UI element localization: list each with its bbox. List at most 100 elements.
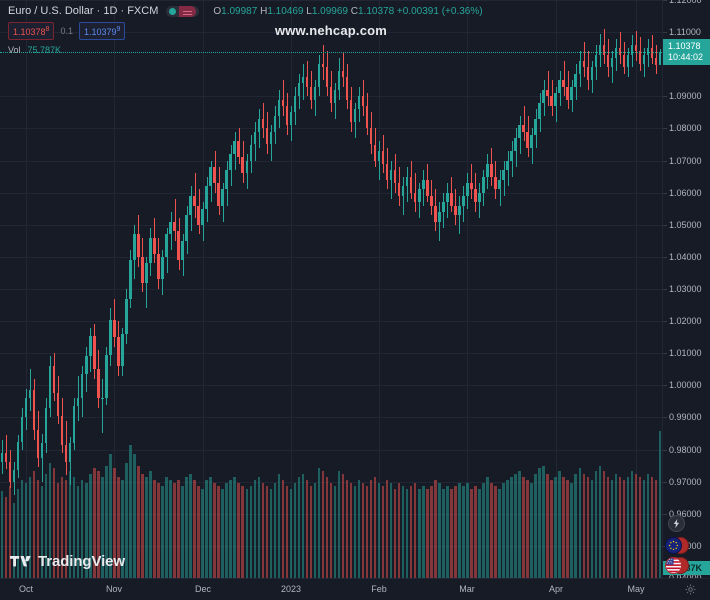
candle-wick (548, 70, 549, 106)
candle-body (578, 61, 581, 74)
candle-body (498, 179, 501, 190)
candle-body (574, 73, 577, 87)
volume-bar (414, 482, 417, 578)
volume-bar (498, 488, 501, 578)
candle-wick (283, 80, 284, 116)
volume-bar (405, 488, 409, 578)
volume-bar (97, 471, 100, 578)
volume-bar (542, 465, 545, 578)
volume-bar (466, 482, 469, 578)
volume-bar (554, 477, 557, 578)
volume-bar (277, 474, 281, 578)
candle-body (189, 195, 192, 216)
candle-body (381, 150, 385, 164)
lightning-bolt-glyph (673, 518, 680, 529)
candle-body (586, 67, 590, 81)
candle-wick (584, 41, 585, 78)
volume-bar (642, 479, 646, 578)
grid-line-v (556, 0, 557, 578)
us-flag-icon[interactable] (665, 557, 682, 574)
grid-line-h (0, 321, 662, 323)
volume-bar (345, 479, 349, 578)
volume-bar (317, 468, 321, 578)
time-tick-label: Dec (194, 584, 212, 594)
candle-body (401, 186, 405, 196)
time-tick-label: May (627, 584, 645, 594)
candle-body (377, 150, 381, 161)
candle-body (626, 54, 630, 68)
volume-bar (538, 468, 541, 578)
volume-bar (217, 485, 220, 578)
gear-icon[interactable] (685, 584, 696, 595)
candle-body (149, 237, 152, 264)
time-tick-label: Oct (18, 584, 34, 594)
volume-bar (189, 474, 192, 578)
candle-body (145, 263, 148, 283)
price-tick-dash (663, 513, 667, 515)
chart-plot-area[interactable] (0, 0, 662, 578)
price-axis[interactable]: 1.12000 1.11000 1.09000 1.08000 1.07000 1.060… (662, 0, 710, 583)
volume-bar (40, 485, 44, 578)
candle-body (418, 189, 421, 203)
candle-body (161, 256, 164, 280)
candle-wick (564, 61, 565, 97)
price-tick-label: 1.12000 (669, 0, 702, 5)
grid-line-h (0, 481, 662, 483)
candle-body (221, 189, 224, 206)
volume-bar (153, 479, 156, 578)
candle-body (522, 125, 525, 132)
lightning-icon[interactable] (668, 515, 685, 532)
candle-body (554, 93, 557, 106)
volume-bar (213, 482, 216, 578)
eu-flag-icon[interactable] (665, 537, 682, 554)
volume-bar (530, 482, 533, 578)
tradingview-logo[interactable]: TradingView (10, 553, 125, 570)
volume-series (0, 430, 662, 578)
eu-flag-glyph (666, 538, 681, 553)
candle-body (64, 444, 68, 463)
volume-bar (558, 471, 561, 578)
volume-bar (4, 497, 8, 578)
candle-body (153, 237, 156, 254)
candle-body (60, 415, 64, 445)
volume-bar (582, 474, 585, 578)
candle-body (129, 260, 132, 299)
volume-bar (454, 485, 457, 578)
volume-bar (101, 477, 104, 578)
volume-bar (630, 471, 634, 578)
volume-bar (329, 482, 333, 578)
site-watermark: www.nehcap.com (274, 23, 388, 38)
candle-body (430, 195, 433, 206)
current-price-badge[interactable]: 1.10378 10:44:02 (663, 39, 710, 66)
candle-body (24, 398, 28, 418)
candle-body (446, 192, 449, 203)
volume-bar (341, 474, 345, 578)
price-tick-dash (663, 128, 667, 130)
candle-body (177, 231, 180, 261)
candle-body (353, 109, 357, 123)
price-tick-dash (663, 256, 667, 258)
volume-bar (129, 445, 132, 578)
candle-body (101, 398, 104, 400)
candle-body (349, 99, 353, 122)
time-axis[interactable]: Oct Nov Dec 2023 Feb Mar Apr May (0, 578, 710, 600)
volume-bar (233, 477, 236, 578)
candle-body (137, 234, 140, 257)
price-tick-label: 1.07000 (669, 155, 702, 166)
volume-bar (93, 468, 96, 578)
volume-bar (52, 468, 56, 578)
candle-body (217, 183, 220, 206)
volume-bar (24, 482, 28, 578)
volume-bar (205, 479, 208, 578)
volume-bar (60, 477, 64, 578)
candle-body (76, 398, 80, 407)
volume-bar (389, 482, 393, 578)
volume-bar (44, 474, 48, 578)
volume-bar (221, 488, 224, 578)
candle-body (269, 131, 273, 145)
volume-bar (237, 482, 240, 578)
volume-bar (161, 485, 164, 578)
candle-wick (379, 141, 380, 180)
candle-wick (30, 369, 31, 411)
candle-body (426, 179, 429, 196)
